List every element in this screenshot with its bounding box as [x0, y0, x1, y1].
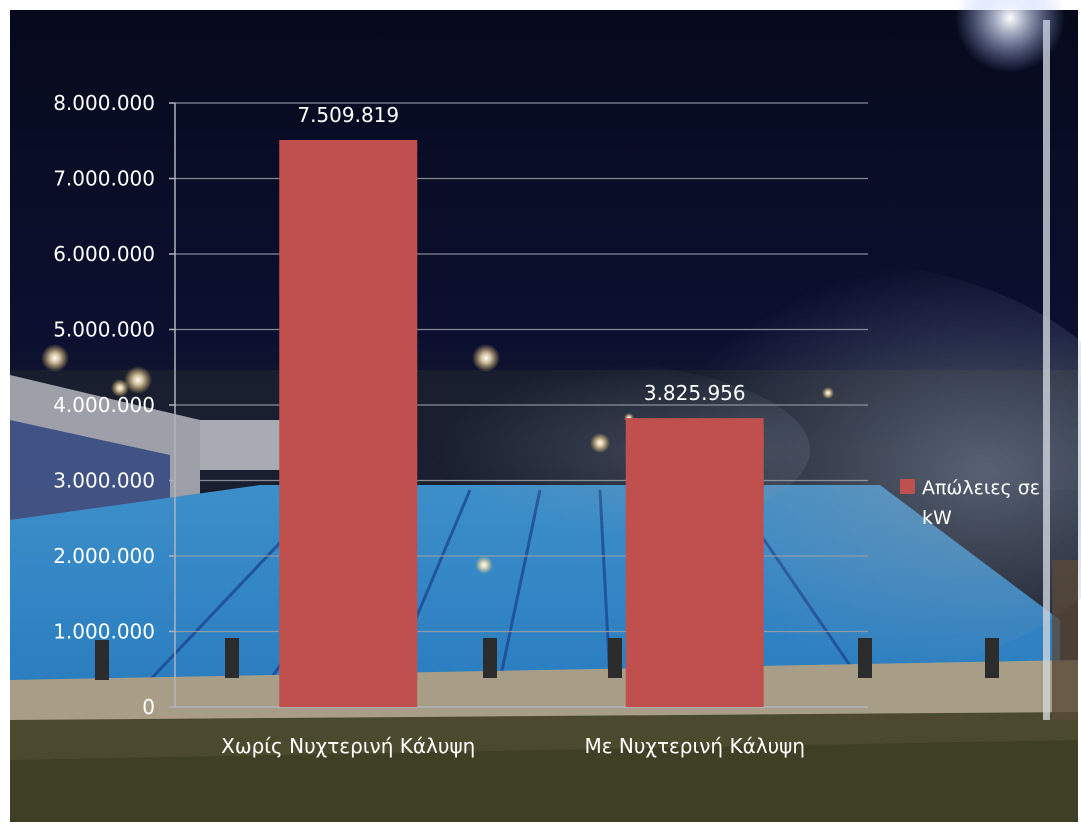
background-photo	[10, 0, 1081, 822]
y-tick-label: 5.000.000	[53, 318, 155, 342]
y-tick-label: 4.000.000	[53, 393, 155, 417]
data-label: 7.509.819	[297, 103, 399, 127]
legend-swatch	[900, 479, 915, 494]
y-tick-label: 8.000.000	[53, 91, 155, 115]
legend: Απώλειες σε kW	[900, 477, 1040, 529]
bar	[625, 418, 764, 707]
y-tick-label: 0	[142, 695, 155, 719]
legend-label: kW	[922, 507, 952, 529]
y-tick-label: 3.000.000	[53, 469, 155, 493]
x-tick-label: Χωρίς Νυχτερινή Κάλυψη	[221, 734, 475, 758]
y-tick-label: 6.000.000	[53, 242, 155, 266]
x-tick-label: Με Νυχτερινή Κάλυψη	[584, 734, 805, 758]
legend-label: Απώλειες σε	[922, 477, 1040, 499]
y-tick-label: 1.000.000	[53, 620, 155, 644]
bars	[279, 140, 764, 707]
y-tick-labels: 0 1.000.000 2.000.000 3.000.000 4.000.000 5.0…	[53, 91, 155, 719]
bar	[279, 140, 418, 707]
data-label: 3.825.956	[644, 381, 746, 405]
data-labels: 7.509.819 3.825.956	[297, 103, 745, 405]
y-tick-label: 2.000.000	[53, 544, 155, 568]
x-tick-labels: Χωρίς Νυχτερινή Κάλυψη Με Νυχτερινή Κάλυψ…	[221, 734, 805, 758]
y-tick-label: 7.000.000	[53, 167, 155, 191]
